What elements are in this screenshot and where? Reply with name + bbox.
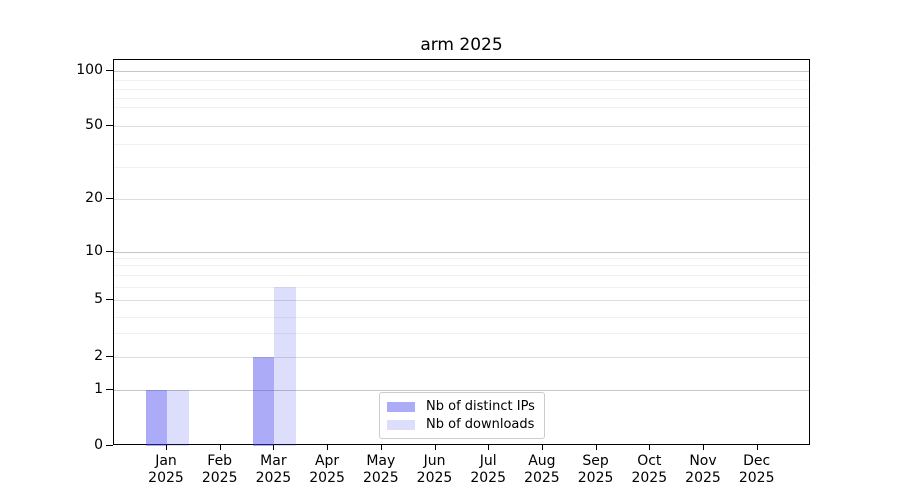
x-tick-mark xyxy=(380,445,382,450)
minor-gridline xyxy=(114,317,809,318)
x-tick-label: May 2025 xyxy=(362,453,399,486)
y-tick-mark xyxy=(106,389,113,390)
x-tick-mark xyxy=(327,445,329,450)
x-tick-mark xyxy=(595,445,597,450)
x-tick-mark xyxy=(649,445,651,450)
bar-downloads xyxy=(274,287,296,446)
x-tick-label: Jul 2025 xyxy=(470,453,506,486)
x-tick-label: Oct 2025 xyxy=(631,453,668,486)
major-gridline xyxy=(114,390,809,391)
major-gridline xyxy=(114,357,809,358)
legend-row-distinct-ips: Nb of distinct IPs xyxy=(387,399,537,414)
x-tick-label: Mar 2025 xyxy=(255,453,292,486)
y-tick-label: 1 xyxy=(94,381,103,397)
minor-gridline xyxy=(114,333,809,334)
x-tick-mark xyxy=(166,445,167,450)
chart-title: arm 2025 xyxy=(420,35,503,55)
minor-gridline xyxy=(114,89,809,90)
x-tick-label: Feb 2025 xyxy=(201,453,238,486)
minor-gridline xyxy=(114,275,809,276)
y-tick-label: 2 xyxy=(94,348,103,364)
y-tick-mark xyxy=(106,70,113,71)
legend-label-distinct-ips: Nb of distinct IPs xyxy=(426,399,535,414)
minor-gridline xyxy=(114,287,809,288)
plot-area xyxy=(113,59,810,446)
minor-gridline xyxy=(114,80,809,81)
x-tick-label: Sep 2025 xyxy=(577,453,614,486)
x-tick-label: Apr 2025 xyxy=(309,453,345,486)
y-tick-mark xyxy=(106,125,113,126)
legend-label-downloads: Nb of downloads xyxy=(426,417,535,432)
y-tick-label: 5 xyxy=(94,291,103,307)
y-tick-mark xyxy=(106,445,113,446)
y-tick-label: 50 xyxy=(85,117,103,133)
x-tick-mark xyxy=(434,445,436,450)
legend-swatch-downloads xyxy=(387,419,415,430)
minor-gridline xyxy=(114,107,809,108)
major-gridline xyxy=(114,126,809,127)
minor-gridline xyxy=(114,265,809,266)
minor-gridline xyxy=(114,258,809,259)
y-tick-mark xyxy=(106,299,113,300)
x-tick-label: Nov 2025 xyxy=(685,453,721,486)
bar-downloads xyxy=(167,390,189,446)
x-tick-mark xyxy=(488,445,490,450)
y-tick-label: 100 xyxy=(76,62,103,78)
x-tick-label: Dec 2025 xyxy=(738,453,775,486)
major-gridline xyxy=(114,252,809,253)
bar-distinct-ips xyxy=(145,390,167,446)
x-tick-mark xyxy=(219,445,221,450)
x-tick-mark xyxy=(541,445,543,450)
x-tick-label: Aug 2025 xyxy=(524,453,560,486)
y-tick-mark xyxy=(106,356,113,357)
minor-gridline xyxy=(114,98,809,99)
bar-distinct-ips xyxy=(252,357,275,446)
major-gridline xyxy=(114,199,809,200)
y-tick-mark xyxy=(106,251,113,252)
x-tick-mark xyxy=(703,445,704,450)
legend-swatch-distinct-ips xyxy=(387,401,415,412)
legend-row-downloads: Nb of downloads xyxy=(387,417,537,432)
x-tick-mark xyxy=(273,445,275,450)
major-gridline xyxy=(114,71,809,72)
y-tick-label: 20 xyxy=(85,190,103,206)
minor-gridline xyxy=(114,144,809,145)
y-tick-mark xyxy=(106,198,113,199)
y-tick-label: 0 xyxy=(94,437,103,453)
minor-gridline xyxy=(114,167,809,168)
x-tick-label: Jun 2025 xyxy=(416,453,453,486)
major-gridline xyxy=(114,300,809,301)
legend: Nb of distinct IPs Nb of downloads xyxy=(379,392,545,439)
x-tick-mark xyxy=(756,445,758,450)
x-tick-label: Jan 2025 xyxy=(148,453,184,486)
y-tick-label: 10 xyxy=(85,243,103,259)
